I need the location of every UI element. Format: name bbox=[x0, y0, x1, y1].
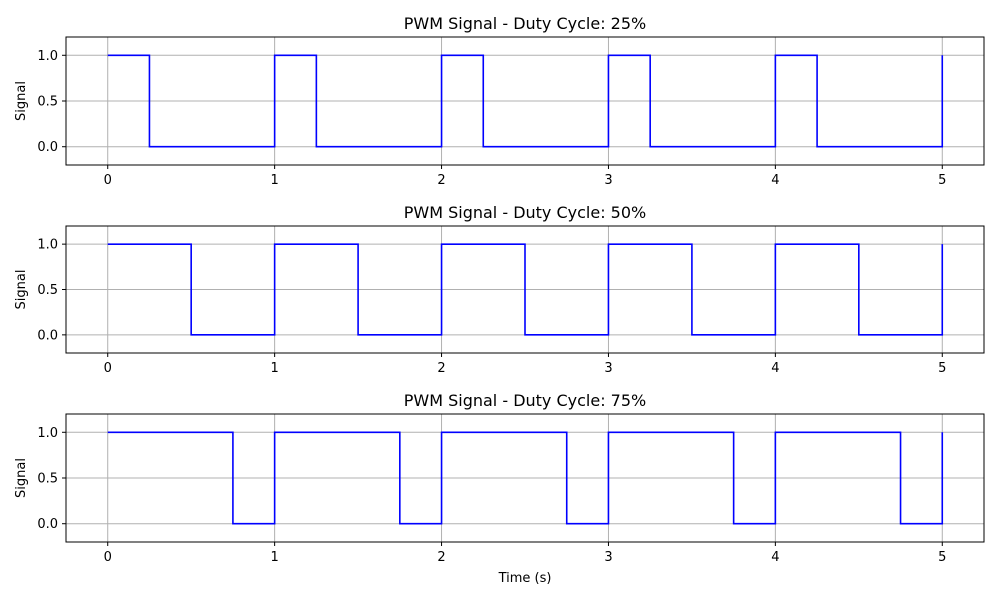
y-tick-label: 0.5 bbox=[37, 283, 58, 298]
y-tick-label: 0.5 bbox=[37, 472, 58, 487]
x-tick-label: 4 bbox=[771, 550, 779, 565]
y-axis-label: Signal bbox=[14, 81, 29, 121]
chart-title: PWM Signal - Duty Cycle: 75% bbox=[404, 391, 647, 410]
chart-title: PWM Signal - Duty Cycle: 25% bbox=[404, 14, 647, 33]
subplot-3: 0 1 2 3 4 5 0.0 0.5 1.0 PWM Signal - Duty Cycle: … bbox=[14, 391, 985, 586]
x-tick-label: 2 bbox=[437, 550, 445, 565]
y-tick-label: 1.0 bbox=[37, 49, 58, 64]
x-tick-label: 2 bbox=[437, 361, 445, 376]
subplot-1: 0 1 2 3 4 5 0.0 0.5 1.0 PWM Signal - Duty Cycle: … bbox=[14, 14, 985, 188]
x-tick-label: 4 bbox=[771, 361, 779, 376]
x-tick-label: 0 bbox=[104, 361, 112, 376]
subplot-2: 0 1 2 3 4 5 0.0 0.5 1.0 PWM Signal - Duty Cycle: … bbox=[14, 203, 985, 376]
y-axis-label: Signal bbox=[14, 458, 29, 498]
x-tick-label: 3 bbox=[604, 173, 612, 188]
chart-title: PWM Signal - Duty Cycle: 50% bbox=[404, 203, 647, 222]
y-tick-label: 1.0 bbox=[37, 238, 58, 253]
x-tick-label: 0 bbox=[104, 173, 112, 188]
x-axis-label: Time (s) bbox=[498, 571, 552, 586]
x-tick-label: 3 bbox=[604, 361, 612, 376]
signal-line bbox=[107, 431, 944, 525]
x-tick-label: 1 bbox=[270, 361, 278, 376]
x-tick-label: 2 bbox=[437, 173, 445, 188]
x-tick-label: 5 bbox=[938, 361, 946, 376]
y-tick-label: 0.5 bbox=[37, 95, 58, 110]
x-tick-label: 1 bbox=[270, 550, 278, 565]
y-tick-label: 1.0 bbox=[37, 426, 58, 441]
x-tick-label: 4 bbox=[771, 173, 779, 188]
y-axis-label: Signal bbox=[14, 270, 29, 310]
y-tick-label: 0.0 bbox=[37, 517, 58, 532]
signal-line bbox=[107, 54, 944, 148]
x-tick-label: 0 bbox=[104, 550, 112, 565]
y-tick-label: 0.0 bbox=[37, 140, 58, 155]
x-tick-label: 5 bbox=[938, 550, 946, 565]
y-tick-label: 0.0 bbox=[37, 328, 58, 343]
x-tick-label: 1 bbox=[270, 173, 278, 188]
x-tick-label: 3 bbox=[604, 550, 612, 565]
x-tick-label: 5 bbox=[938, 173, 946, 188]
signal-line bbox=[107, 243, 944, 336]
